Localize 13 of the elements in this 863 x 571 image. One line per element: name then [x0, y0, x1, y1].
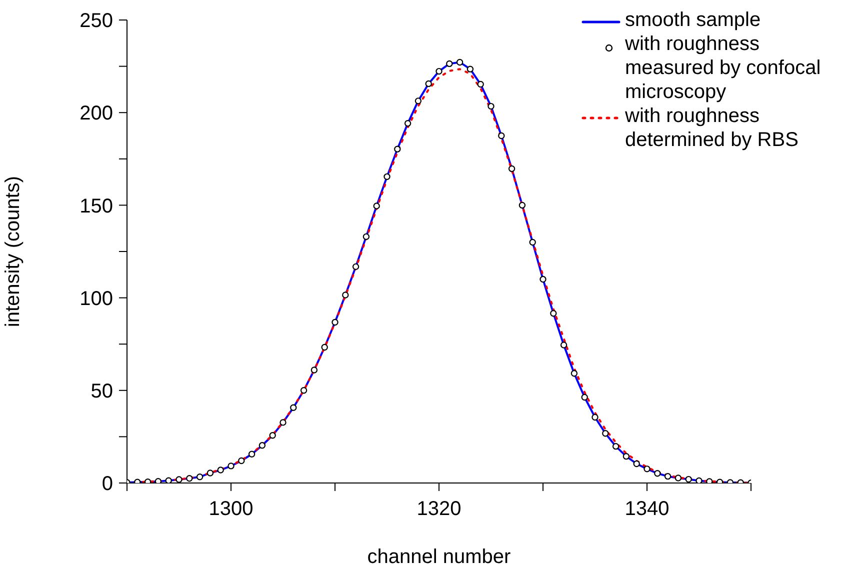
x-axis-title: channel number [367, 546, 512, 568]
legend-label: smooth sample [625, 8, 761, 32]
x-tick-label: 1300 [208, 498, 254, 520]
y-tick-label: 50 [90, 380, 113, 402]
x-tick-label: 1340 [624, 498, 670, 520]
y-tick-label: 0 [102, 473, 113, 496]
y-tick-label: 100 [80, 288, 113, 310]
y-tick-label: 200 [80, 102, 113, 125]
legend-label: with roughness determined by RBS [625, 104, 800, 152]
y-tick-label: 250 [80, 10, 113, 32]
y-axis-title: intensity (counts) [2, 176, 24, 328]
x-tick-label: 1320 [416, 498, 462, 520]
y-tick-label: 150 [80, 195, 113, 218]
